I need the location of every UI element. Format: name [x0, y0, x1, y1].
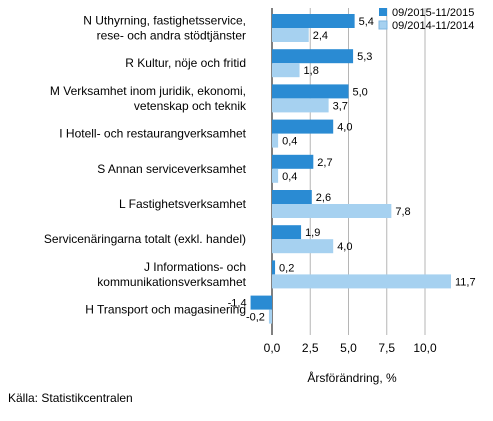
data-label: 2,4: [313, 30, 328, 42]
data-label: 1,8: [304, 65, 319, 77]
bar-series2: [268, 309, 272, 324]
x-tick-label: 5,0: [340, 341, 357, 355]
data-label: 11,7: [455, 276, 476, 288]
category-label: rese- och andra stödtjänster: [97, 29, 246, 43]
bar-series1: [272, 190, 312, 204]
data-label: 5,3: [357, 51, 372, 63]
category-label: Servicenäringarna totalt (exkl. handel): [44, 232, 246, 246]
data-label: 0,4: [282, 171, 297, 183]
bar-series1: [272, 154, 314, 169]
bar-series1: [272, 84, 349, 99]
bar-series1: [250, 295, 272, 310]
category-label: H Transport och magasinering: [85, 303, 246, 317]
data-label: 2,6: [316, 192, 331, 204]
data-label: 0,4: [282, 136, 297, 148]
category-label: kommunikationsverksamhet: [97, 275, 246, 289]
category-label: S Annan serviceverksamhet: [97, 162, 246, 176]
data-label: 4,0: [337, 241, 352, 253]
legend-swatch: [379, 8, 387, 16]
category-label: N Uthyrning, fastighetsservice,: [83, 14, 246, 28]
bar-series1: [272, 49, 354, 64]
x-tick-label: 7,5: [378, 341, 395, 355]
data-label: 0,2: [279, 262, 294, 274]
category-label: vetenskap och teknik: [134, 99, 247, 113]
legend-label: 09/2014-11/2014: [392, 20, 474, 32]
x-axis-title: Årsförändring, %: [307, 370, 397, 385]
data-label: 5,0: [353, 86, 368, 98]
data-label: 7,8: [395, 206, 410, 218]
x-tick-label: 0,0: [264, 341, 281, 355]
bar-series1: [272, 225, 302, 240]
legend-swatch: [378, 20, 388, 30]
bar-series2: [272, 168, 279, 183]
data-label: 2,7: [317, 157, 332, 169]
category-label: R Kultur, nöje och fritid: [125, 56, 246, 70]
bar-series2: [272, 204, 392, 218]
category-label: M Verksamhet inom juridik, ekonomi,: [50, 84, 246, 98]
source-note: Källa: Statistikcentralen: [8, 391, 133, 405]
data-label: 4,0: [337, 122, 352, 134]
category-label: J Informations- och: [144, 260, 246, 274]
bar-series2: [272, 28, 309, 42]
bar-series1: [272, 14, 355, 28]
bar-series1: [272, 119, 334, 134]
x-tick-label: 10,0: [413, 341, 437, 355]
bar-series2: [272, 274, 452, 289]
data-label: -0,2: [246, 312, 265, 324]
bar-series2: [272, 63, 300, 78]
bar-series2: [272, 98, 329, 113]
data-label: 3,7: [333, 100, 348, 112]
data-label: 5,4: [359, 16, 374, 28]
category-label: L Fastighetsverksamhet: [119, 197, 247, 211]
x-tick-label: 2,5: [302, 341, 319, 355]
legend-label: 09/2015-11/2015: [392, 7, 474, 19]
category-label: I Hotell- och restaurangverksamhet: [59, 127, 246, 141]
bar-series1: [272, 260, 276, 275]
data-label: 1,9: [305, 227, 320, 239]
bar-series2: [272, 133, 279, 148]
bar-series2: [272, 239, 334, 254]
data-label: -1,4: [228, 298, 247, 310]
